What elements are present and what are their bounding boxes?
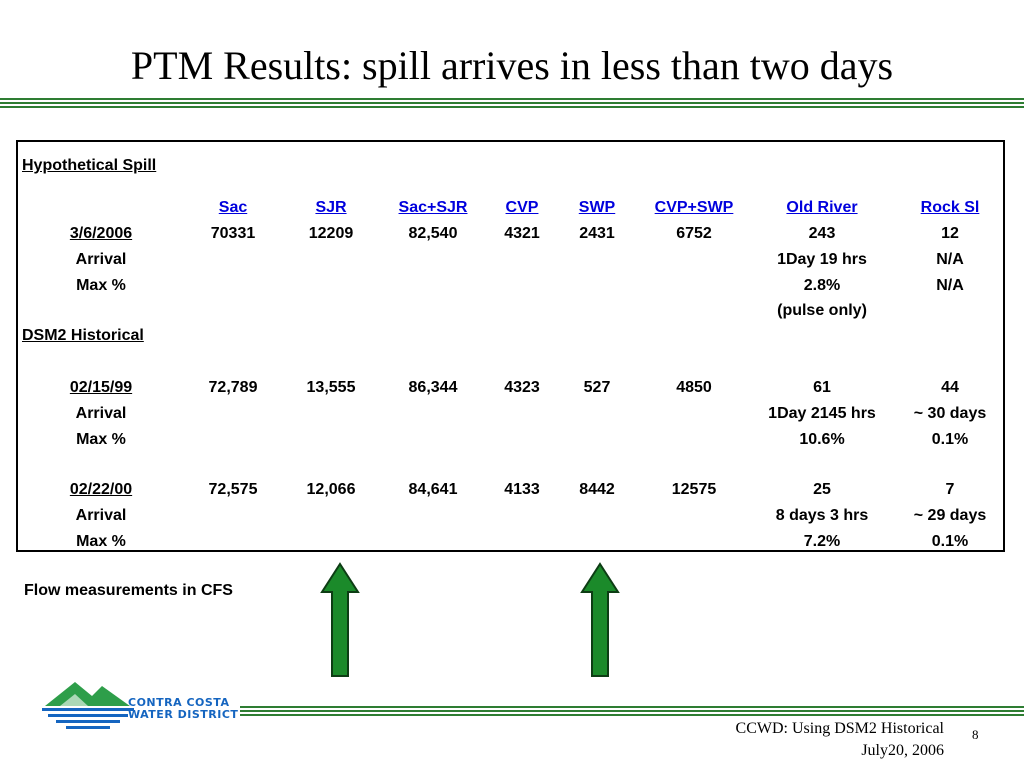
cell-2000-max-old-river: 7.2% bbox=[803, 533, 841, 550]
row-label-arrival: Arrival bbox=[75, 405, 127, 422]
cell-1999-max-old-river: 10.6% bbox=[799, 431, 845, 448]
mountain-water-icon bbox=[42, 682, 134, 729]
cell-2006-sac-sjr: 82,540 bbox=[408, 225, 458, 242]
results-table bbox=[16, 140, 1005, 552]
footer-line-1: CCWD: Using DSM2 Historical bbox=[735, 720, 944, 737]
row-label-arrival: Arrival bbox=[75, 251, 127, 268]
cell-2000-arrival-old-river: 8 days 3 hrs bbox=[775, 507, 869, 524]
row-label-max: Max % bbox=[76, 431, 126, 448]
row-label-arrival: Arrival bbox=[75, 507, 127, 524]
cell-2006-cvp: 4321 bbox=[504, 225, 540, 242]
title-rule-2 bbox=[0, 102, 1024, 104]
up-arrow-icon bbox=[580, 562, 620, 677]
row-label-max: Max % bbox=[76, 533, 126, 550]
pulse-note: (pulse only) bbox=[777, 302, 867, 319]
cell-2000-cvp: 4133 bbox=[504, 481, 540, 498]
ccwd-logo: CONTRA COSTA WATER DISTRICT bbox=[40, 676, 240, 736]
cell-2000-sac-sjr: 84,641 bbox=[408, 481, 458, 498]
cell-2006-max-rock-sl: N/A bbox=[936, 277, 964, 294]
cell-1999-max-rock-sl: 0.1% bbox=[931, 431, 969, 448]
col-header-swp: SWP bbox=[578, 199, 616, 216]
cell-1999-arrival-rock-sl: ~ 30 days bbox=[913, 405, 987, 422]
col-header-cvp: CVP bbox=[505, 199, 539, 216]
cell-1999-rock-sl: 44 bbox=[941, 379, 959, 396]
col-header-sac-sjr: Sac+SJR bbox=[398, 199, 468, 216]
cell-1999-sjr: 13,555 bbox=[306, 379, 356, 396]
col-header-rock-sl: Rock Sl bbox=[920, 199, 980, 216]
cell-2000-swp: 8442 bbox=[579, 481, 615, 498]
cell-2006-old-river: 243 bbox=[808, 225, 836, 242]
cell-1999-cvp: 4323 bbox=[504, 379, 540, 396]
cell-2006-sjr: 12209 bbox=[308, 225, 354, 242]
section-historical: DSM2 Historical bbox=[22, 327, 144, 344]
footer-rule-3 bbox=[240, 714, 1024, 716]
cell-2006-arrival-rock-sl: N/A bbox=[936, 251, 964, 268]
footer-line-2: July20, 2006 bbox=[861, 742, 944, 759]
cell-2000-max-rock-sl: 0.1% bbox=[931, 533, 969, 550]
cell-2000-sac: 72,575 bbox=[208, 481, 258, 498]
col-header-sac: Sac bbox=[218, 199, 248, 216]
cell-2000-rock-sl: 7 bbox=[945, 481, 955, 498]
row-label-max: Max % bbox=[76, 277, 126, 294]
cell-2006-cvp-swp: 6752 bbox=[676, 225, 712, 242]
cell-2000-old-river: 25 bbox=[813, 481, 831, 498]
cell-2000-arrival-rock-sl: ~ 29 days bbox=[913, 507, 987, 524]
row-label-2000: 02/22/00 bbox=[69, 481, 133, 498]
footer-rule-1 bbox=[240, 706, 1024, 708]
title-rule-1 bbox=[0, 98, 1024, 100]
col-header-sjr: SJR bbox=[315, 199, 347, 216]
cell-1999-cvp-swp: 4850 bbox=[676, 379, 712, 396]
row-label-1999: 02/15/99 bbox=[69, 379, 133, 396]
cell-2006-arrival-old-river: 1Day 19 hrs bbox=[777, 251, 867, 268]
cell-1999-sac-sjr: 86,344 bbox=[408, 379, 458, 396]
title-rule-3 bbox=[0, 106, 1024, 108]
footer-rule-2 bbox=[240, 710, 1024, 712]
logo-line-1: CONTRA COSTA bbox=[128, 696, 230, 709]
cell-1999-old-river: 61 bbox=[813, 379, 831, 396]
cell-2000-sjr: 12,066 bbox=[306, 481, 356, 498]
cell-2006-swp: 2431 bbox=[579, 225, 615, 242]
col-header-old-river: Old River bbox=[786, 199, 858, 216]
page-number: 8 bbox=[972, 727, 979, 742]
logo-line-2: WATER DISTRICT bbox=[128, 708, 239, 721]
section-hypothetical: Hypothetical Spill bbox=[22, 157, 157, 174]
row-label-2006: 3/6/2006 bbox=[69, 225, 133, 242]
cell-2000-cvp-swp: 12575 bbox=[671, 481, 717, 498]
cell-2006-rock-sl: 12 bbox=[941, 225, 959, 242]
cell-1999-sac: 72,789 bbox=[208, 379, 258, 396]
cell-1999-arrival-old-river: 1Day 2145 hrs bbox=[768, 405, 876, 422]
cell-1999-swp: 527 bbox=[583, 379, 611, 396]
flow-units-note: Flow measurements in CFS bbox=[24, 582, 233, 599]
footer: CCWD: Using DSM2 Historical July20, 2006 bbox=[736, 718, 944, 762]
slide-title: PTM Results: spill arrives in less than … bbox=[130, 43, 894, 88]
cell-2006-max-old-river: 2.8% bbox=[803, 277, 841, 294]
col-header-cvp-swp: CVP+SWP bbox=[654, 199, 734, 216]
cell-2006-sac: 70331 bbox=[210, 225, 256, 242]
up-arrow-icon bbox=[320, 562, 360, 677]
